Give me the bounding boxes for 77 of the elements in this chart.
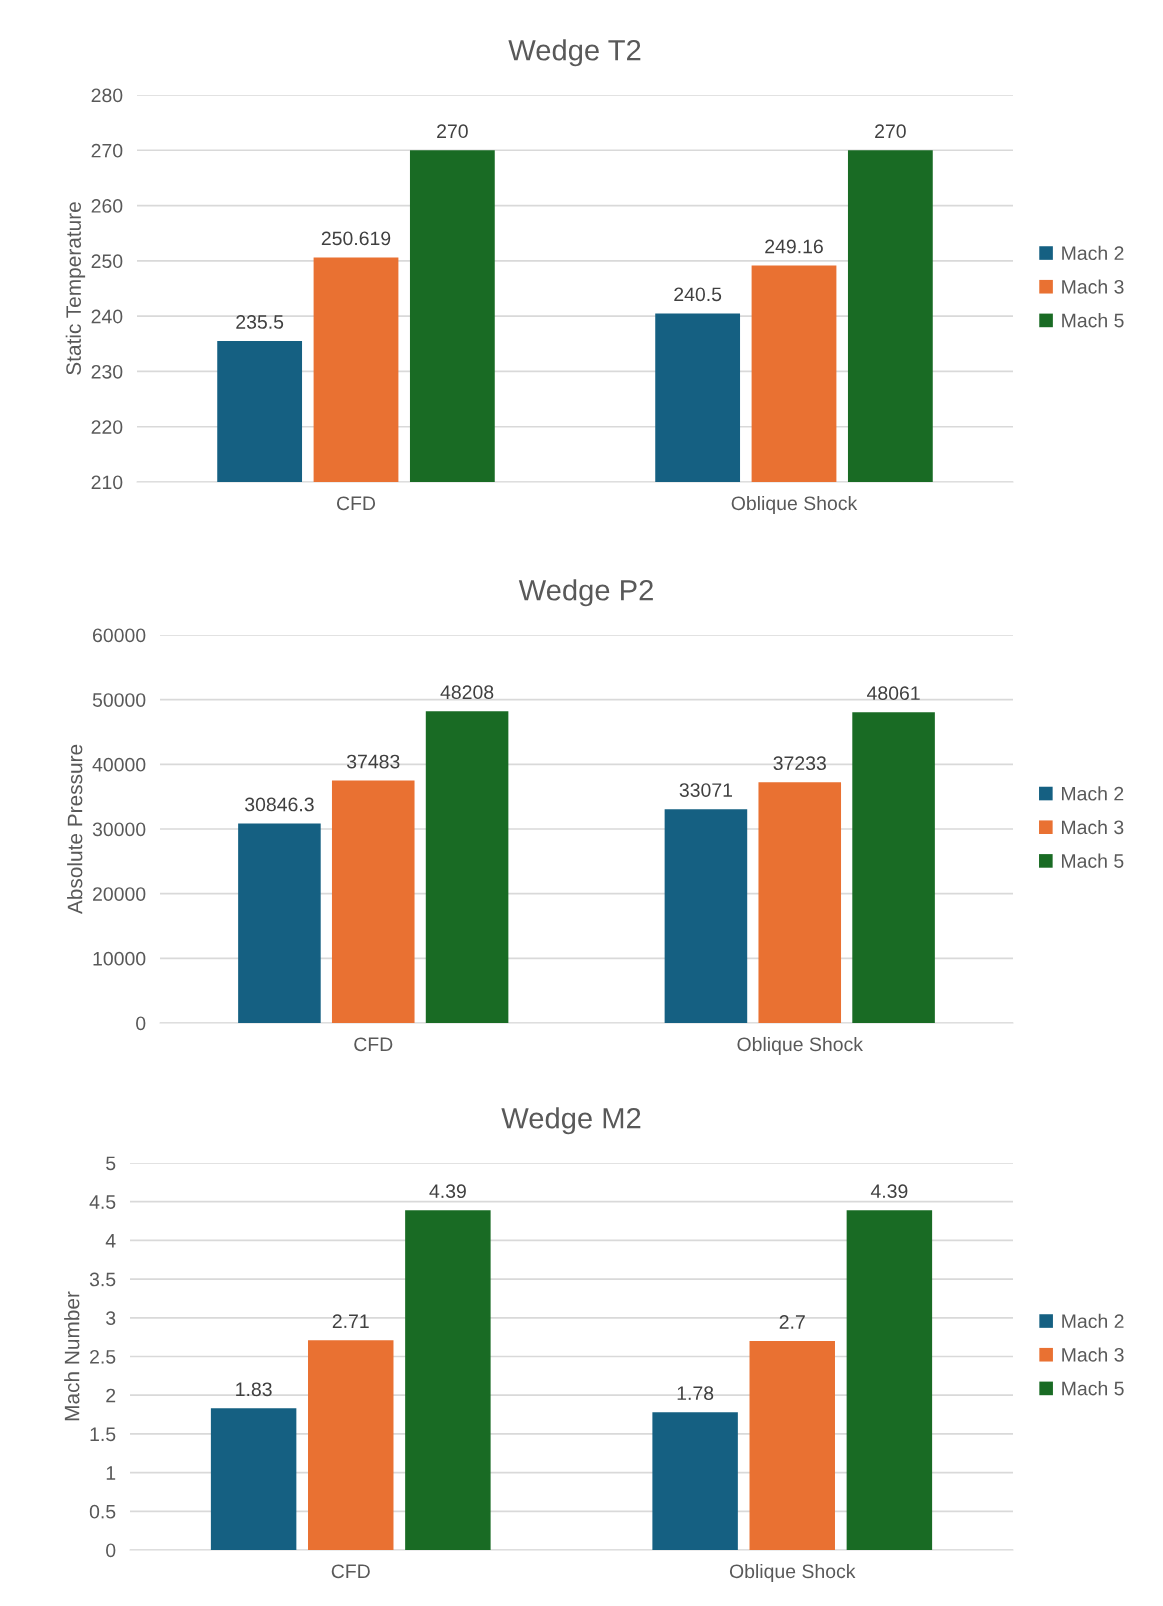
legend-label: Mach 2 [1062, 786, 1124, 801]
data-label: 249.16 [765, 239, 823, 254]
y-tick-label: 50000 [92, 693, 146, 707]
legend-label: Mach 5 [1062, 853, 1124, 868]
legend-label: Mach 2 [1062, 245, 1124, 261]
bar [758, 782, 842, 1023]
y-tick-label: 20000 [93, 887, 146, 901]
bar [652, 1412, 738, 1550]
legend-label: Mach 5 [1062, 313, 1124, 328]
y-tick-label: 2.5 [90, 1349, 116, 1364]
y-tick-label: 4 [105, 1234, 116, 1248]
y-tick-label: 230 [91, 364, 123, 379]
y-axis-title: Mach Number [64, 1291, 80, 1421]
data-label: 48208 [440, 685, 494, 700]
y-tick-label: 0.5 [89, 1504, 116, 1519]
legend-label: Mach 3 [1062, 279, 1124, 294]
legend-label: Mach 3 [1062, 1347, 1124, 1362]
y-tick-label: 210 [91, 475, 123, 490]
data-label: 235.5 [236, 315, 284, 329]
bar [331, 780, 415, 1023]
y-tick-label: 3.5 [89, 1272, 116, 1287]
chart-title: Wedge M2 [501, 1107, 641, 1135]
bar [425, 711, 509, 1023]
y-tick-label: 40000 [92, 757, 146, 772]
x-tick-label: CFD [354, 1037, 393, 1052]
y-tick-label: 4.5 [89, 1195, 116, 1209]
chart-title: Wedge P2 [518, 579, 653, 607]
legend-label: Mach 2 [1062, 1313, 1124, 1329]
y-tick-label: 280 [91, 88, 123, 103]
y-tick-label: 260 [91, 199, 123, 213]
y-tick-label: 250 [91, 254, 123, 269]
data-label: 4.39 [870, 1184, 908, 1199]
x-tick-label: Oblique Shock [731, 495, 858, 515]
y-axis-title: Absolute Pressure [67, 744, 83, 915]
y-tick-label: 5 [106, 1156, 116, 1171]
legend-label: Mach 5 [1062, 1381, 1124, 1396]
data-label: 48061 [866, 686, 920, 701]
bar [846, 1210, 933, 1550]
y-tick-label: 2 [106, 1388, 116, 1403]
y-tick-label: 3 [106, 1311, 116, 1326]
y-tick-label: 60000 [93, 628, 146, 643]
data-label: 37233 [773, 756, 826, 771]
x-tick-label: Oblique Shock [729, 1563, 856, 1583]
data-label: 250.619 [321, 231, 391, 246]
y-tick-label: 1.5 [90, 1427, 116, 1442]
x-tick-label: Oblique Shock [737, 1036, 864, 1056]
y-tick-label: 10000 [93, 951, 146, 966]
bar [238, 823, 321, 1023]
y-tick-label: 30000 [92, 822, 146, 837]
data-label: 270 [437, 124, 468, 139]
y-axis-title: Static Temperature [65, 202, 86, 375]
data-label: 2.7 [779, 1315, 805, 1329]
data-label: 1.78 [677, 1386, 714, 1401]
data-label: 30846.3 [245, 797, 314, 812]
bar [664, 809, 748, 1023]
data-label: 33071 [679, 783, 733, 797]
data-label: 240.5 [674, 287, 722, 302]
bar [405, 1210, 491, 1550]
bar [749, 1341, 835, 1550]
data-label: 270 [875, 124, 906, 139]
data-label: 37483 [346, 754, 400, 769]
y-tick-label: 270 [91, 143, 123, 158]
y-tick-label: 240 [91, 309, 123, 324]
bar [308, 1340, 394, 1550]
y-tick-label: 220 [91, 420, 123, 434]
data-label: 4.39 [429, 1184, 466, 1199]
chart-title: Wedge T2 [508, 39, 641, 67]
y-tick-label: 0 [106, 1543, 116, 1558]
y-tick-label: 1 [106, 1466, 116, 1480]
legend-label: Mach 3 [1062, 819, 1124, 835]
bar [210, 1408, 297, 1550]
data-label: 2.71 [332, 1314, 369, 1328]
x-tick-label: CFD [337, 496, 376, 511]
x-tick-label: CFD [331, 1564, 370, 1579]
data-label: 1.83 [236, 1382, 272, 1397]
y-tick-label: 0 [136, 1016, 146, 1031]
bar [852, 712, 935, 1023]
